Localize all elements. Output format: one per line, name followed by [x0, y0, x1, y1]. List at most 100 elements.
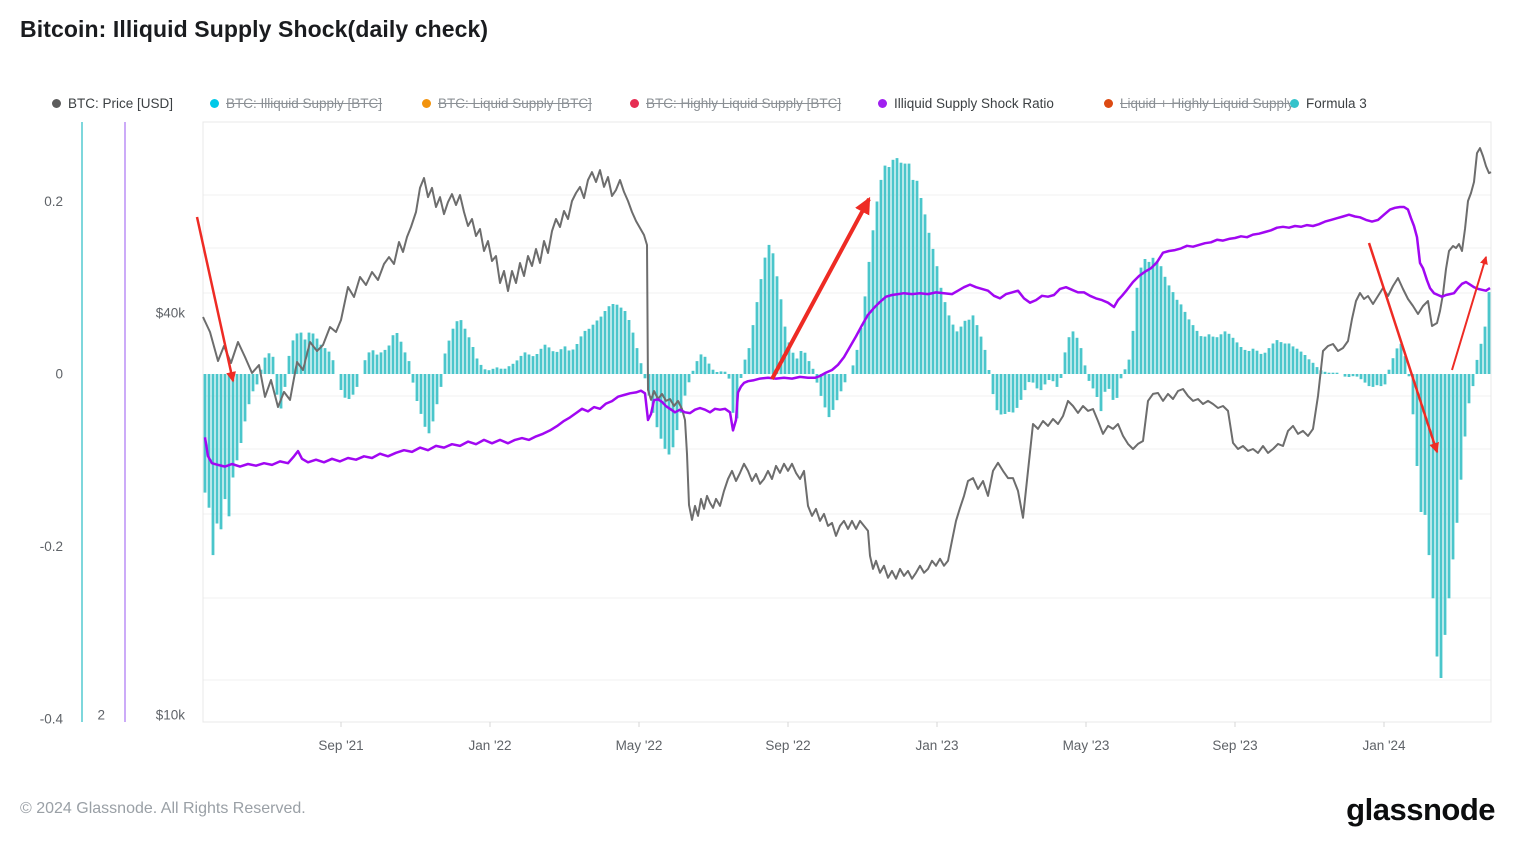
- formula3-bar: [807, 361, 811, 374]
- formula3-bar: [267, 353, 271, 374]
- formula3-bar: [987, 370, 991, 374]
- formula3-bar: [407, 361, 411, 374]
- formula3-axis-tick-label: -0.4: [40, 712, 64, 727]
- formula3-bar: [283, 374, 287, 387]
- legend-item-formula-3[interactable]: Formula 3: [1290, 96, 1367, 111]
- formula3-bar: [903, 163, 907, 374]
- formula3-bar: [1227, 333, 1231, 375]
- formula3-bar: [303, 339, 307, 374]
- formula3-bar: [1215, 337, 1219, 374]
- x-axis-tick-label: May '22: [616, 738, 663, 753]
- legend-item-liquid-highly-liquid-supply[interactable]: Liquid + Highly Liquid Supply: [1104, 96, 1294, 111]
- formula3-bar: [215, 374, 219, 524]
- formula3-bar: [327, 351, 331, 374]
- formula3-bar: [795, 358, 799, 374]
- formula3-bar: [943, 302, 947, 374]
- formula3-bar: [235, 374, 239, 461]
- formula3-bar: [559, 349, 563, 374]
- formula3-bar: [1263, 352, 1267, 374]
- formula3-bar: [315, 338, 319, 374]
- formula3-bar: [523, 352, 527, 374]
- formula3-bar: [1363, 374, 1367, 383]
- formula3-bar: [231, 374, 235, 478]
- formula3-bar: [1471, 374, 1475, 387]
- formula3-bar: [663, 374, 667, 449]
- x-axis-tick-label: Sep '22: [765, 738, 810, 753]
- annotation-arrow: [195, 216, 236, 383]
- formula3-bar: [543, 344, 547, 374]
- formula3-bar: [495, 367, 499, 374]
- formula3-bar: [1247, 351, 1251, 374]
- formula3-bar: [619, 307, 623, 374]
- formula3-bar: [243, 374, 247, 422]
- formula3-bar: [751, 325, 755, 374]
- formula3-bar: [879, 179, 883, 374]
- legend-label: BTC: Highly Liquid Supply [BTC]: [646, 96, 842, 111]
- formula3-bar: [471, 347, 475, 374]
- formula3-bar: [583, 330, 587, 374]
- formula3-bar: [1407, 374, 1411, 377]
- formula3-bar: [587, 328, 591, 374]
- formula3-bar: [1423, 374, 1427, 515]
- formula3-bar: [779, 299, 783, 375]
- formula3-bar: [1343, 374, 1347, 377]
- formula3-bar: [451, 328, 455, 374]
- formula3-bar: [355, 374, 359, 387]
- formula3-bars: [203, 158, 1491, 678]
- legend-item-illiquid-supply-shock-ratio[interactable]: Illiquid Supply Shock Ratio: [878, 96, 1054, 111]
- formula3-bar: [1455, 374, 1459, 523]
- formula3-bar: [639, 363, 643, 374]
- formula3-bar: [1235, 342, 1239, 374]
- formula3-bar: [575, 344, 579, 374]
- formula3-bar: [991, 374, 995, 395]
- formula3-bar: [551, 351, 555, 374]
- formula3-bar: [1251, 348, 1255, 374]
- formula3-bar: [391, 335, 395, 374]
- formula3-bar: [247, 374, 251, 405]
- formula3-bar: [1367, 374, 1371, 387]
- formula3-bar: [427, 374, 431, 434]
- formula3-bar: [227, 374, 231, 517]
- formula3-bar: [1039, 374, 1043, 391]
- legend-item-btc-highly-liquid-supply-btc[interactable]: BTC: Highly Liquid Supply [BTC]: [630, 96, 841, 111]
- formula3-bar: [999, 374, 1003, 415]
- formula3-bar: [287, 355, 291, 374]
- formula3-bar: [1415, 374, 1419, 466]
- formula3-bar: [1055, 374, 1059, 387]
- legend-item-btc-illiquid-supply-btc[interactable]: BTC: Illiquid Supply [BTC]: [210, 96, 382, 111]
- formula3-bar: [1331, 372, 1335, 374]
- formula3-bar: [1291, 346, 1295, 374]
- formula3-bar: [1099, 374, 1103, 412]
- formula3-bar: [643, 374, 647, 379]
- formula3-bar: [487, 370, 491, 374]
- formula3-bar: [799, 351, 803, 374]
- glassnode-logo: glassnode: [1346, 792, 1495, 827]
- formula3-bar: [1323, 371, 1327, 374]
- formula3-bar: [623, 311, 627, 374]
- formula3-bar: [291, 340, 295, 374]
- formula3-bar: [1067, 337, 1071, 374]
- x-axis-tick-label: Sep '21: [318, 738, 363, 753]
- legend-dot-icon: [630, 99, 639, 108]
- formula3-bar: [1079, 348, 1083, 374]
- formula3-bar: [775, 276, 779, 375]
- formula3-bar: [1131, 330, 1135, 374]
- formula3-bar: [1427, 374, 1431, 556]
- legend-item-btc-liquid-supply-btc[interactable]: BTC: Liquid Supply [BTC]: [422, 96, 592, 111]
- formula3-bar: [1143, 259, 1147, 374]
- formula3-bar: [1479, 343, 1483, 374]
- formula3-bar: [667, 374, 671, 455]
- formula3-bar: [1219, 334, 1223, 374]
- formula3-bar: [1163, 276, 1167, 374]
- formula3-bar: [1391, 358, 1395, 374]
- formula3-bar: [687, 374, 691, 383]
- price-axis-tick-label: $40k: [156, 306, 186, 321]
- legend-item-btc-price-usd[interactable]: BTC: Price [USD]: [52, 96, 173, 111]
- formula3-bar: [567, 350, 571, 374]
- legend-label: Liquid + Highly Liquid Supply: [1120, 96, 1294, 111]
- formula3-bar: [515, 360, 519, 374]
- formula3-bar: [1167, 285, 1171, 374]
- formula3-bar: [907, 163, 911, 374]
- formula3-bar: [475, 358, 479, 374]
